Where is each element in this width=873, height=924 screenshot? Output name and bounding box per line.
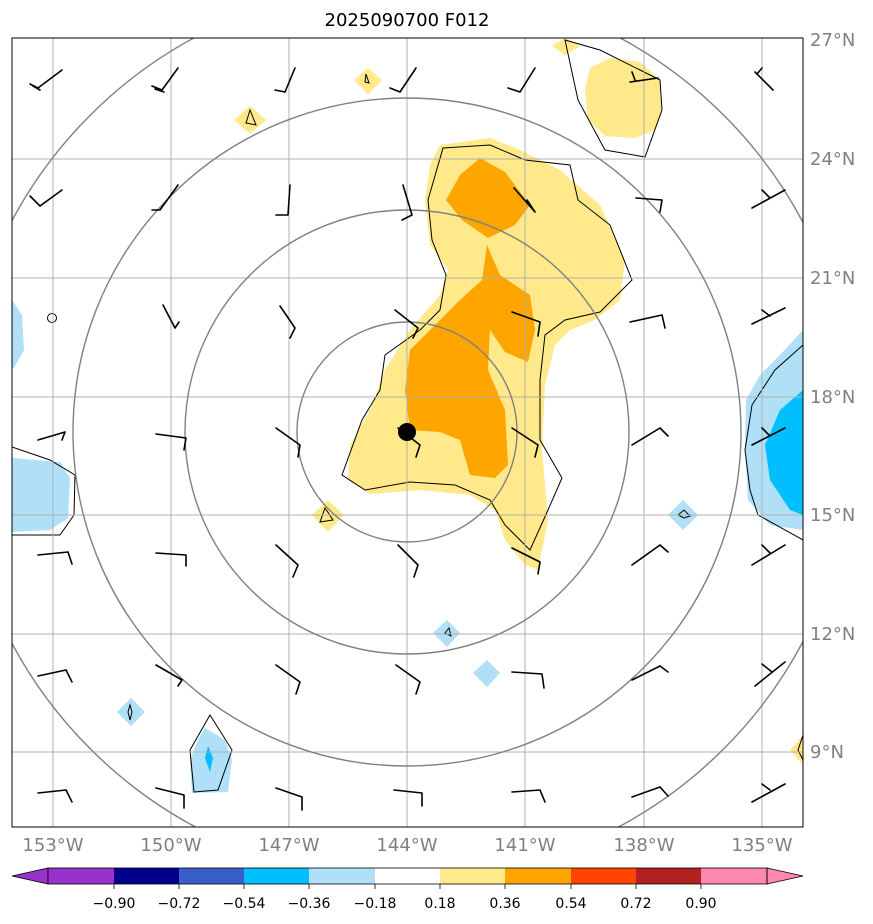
latitude-labels: 27°N 24°N 21°N 18°N 15°N 12°N 9°N <box>810 30 855 763</box>
lat-label: 27°N <box>810 30 855 51</box>
map-frame <box>11 37 804 828</box>
map-area <box>12 38 803 827</box>
storm-center-marker <box>398 423 416 441</box>
colorbar-tick-label: 0.18 <box>424 896 455 912</box>
colorbar-tick-label: −0.36 <box>288 896 331 912</box>
figure-title: 2025090700 F012 <box>325 10 490 31</box>
colorbar-tick-label: −0.90 <box>93 896 136 912</box>
colorbar-tick-label: −0.72 <box>158 896 201 912</box>
colorbar-extend-high <box>766 867 804 885</box>
colorbar-swatch <box>309 868 375 884</box>
lon-label: 147°W <box>258 835 319 856</box>
colorbar-swatch <box>701 868 767 884</box>
lon-label: 135°W <box>731 835 792 856</box>
lat-label: 9°N <box>810 742 844 763</box>
lon-label: 141°W <box>494 835 555 856</box>
lat-label: 24°N <box>810 149 855 170</box>
colorbar-swatch <box>505 868 571 884</box>
colorbar-tick-label: 0.36 <box>489 896 520 912</box>
colorbar-tick-label: 0.90 <box>685 896 716 912</box>
wind-barbs <box>29 67 786 811</box>
colorbar: −0.90 −0.72 −0.54 −0.36 −0.18 0.18 0.36 … <box>11 867 804 912</box>
colorbar-swatch <box>636 868 701 884</box>
colorbar-extend-low <box>11 867 49 885</box>
lat-label: 12°N <box>810 624 855 645</box>
lat-label: 15°N <box>810 505 855 526</box>
colorbar-tick-label: −0.54 <box>223 896 266 912</box>
colorbar-swatch <box>244 868 309 884</box>
colorbar-swatch <box>571 868 636 884</box>
colorbar-swatch <box>375 868 440 884</box>
colorbar-swatch <box>114 868 179 884</box>
longitude-labels: 153°W 150°W 147°W 144°W 141°W 138°W 135°… <box>22 835 792 856</box>
colorbar-tick-label: 0.54 <box>555 896 586 912</box>
lon-label: 150°W <box>140 835 201 856</box>
lon-label: 138°W <box>613 835 674 856</box>
lat-label: 21°N <box>810 268 855 289</box>
lon-label: 144°W <box>376 835 437 856</box>
colorbar-tick-label: −0.18 <box>354 896 397 912</box>
lat-label: 18°N <box>810 387 855 408</box>
colorbar-swatch <box>179 868 244 884</box>
colorbar-swatch <box>440 868 505 884</box>
lon-label: 153°W <box>22 835 83 856</box>
colorbar-swatch <box>48 868 114 884</box>
colorbar-tick-label: 0.72 <box>620 896 651 912</box>
